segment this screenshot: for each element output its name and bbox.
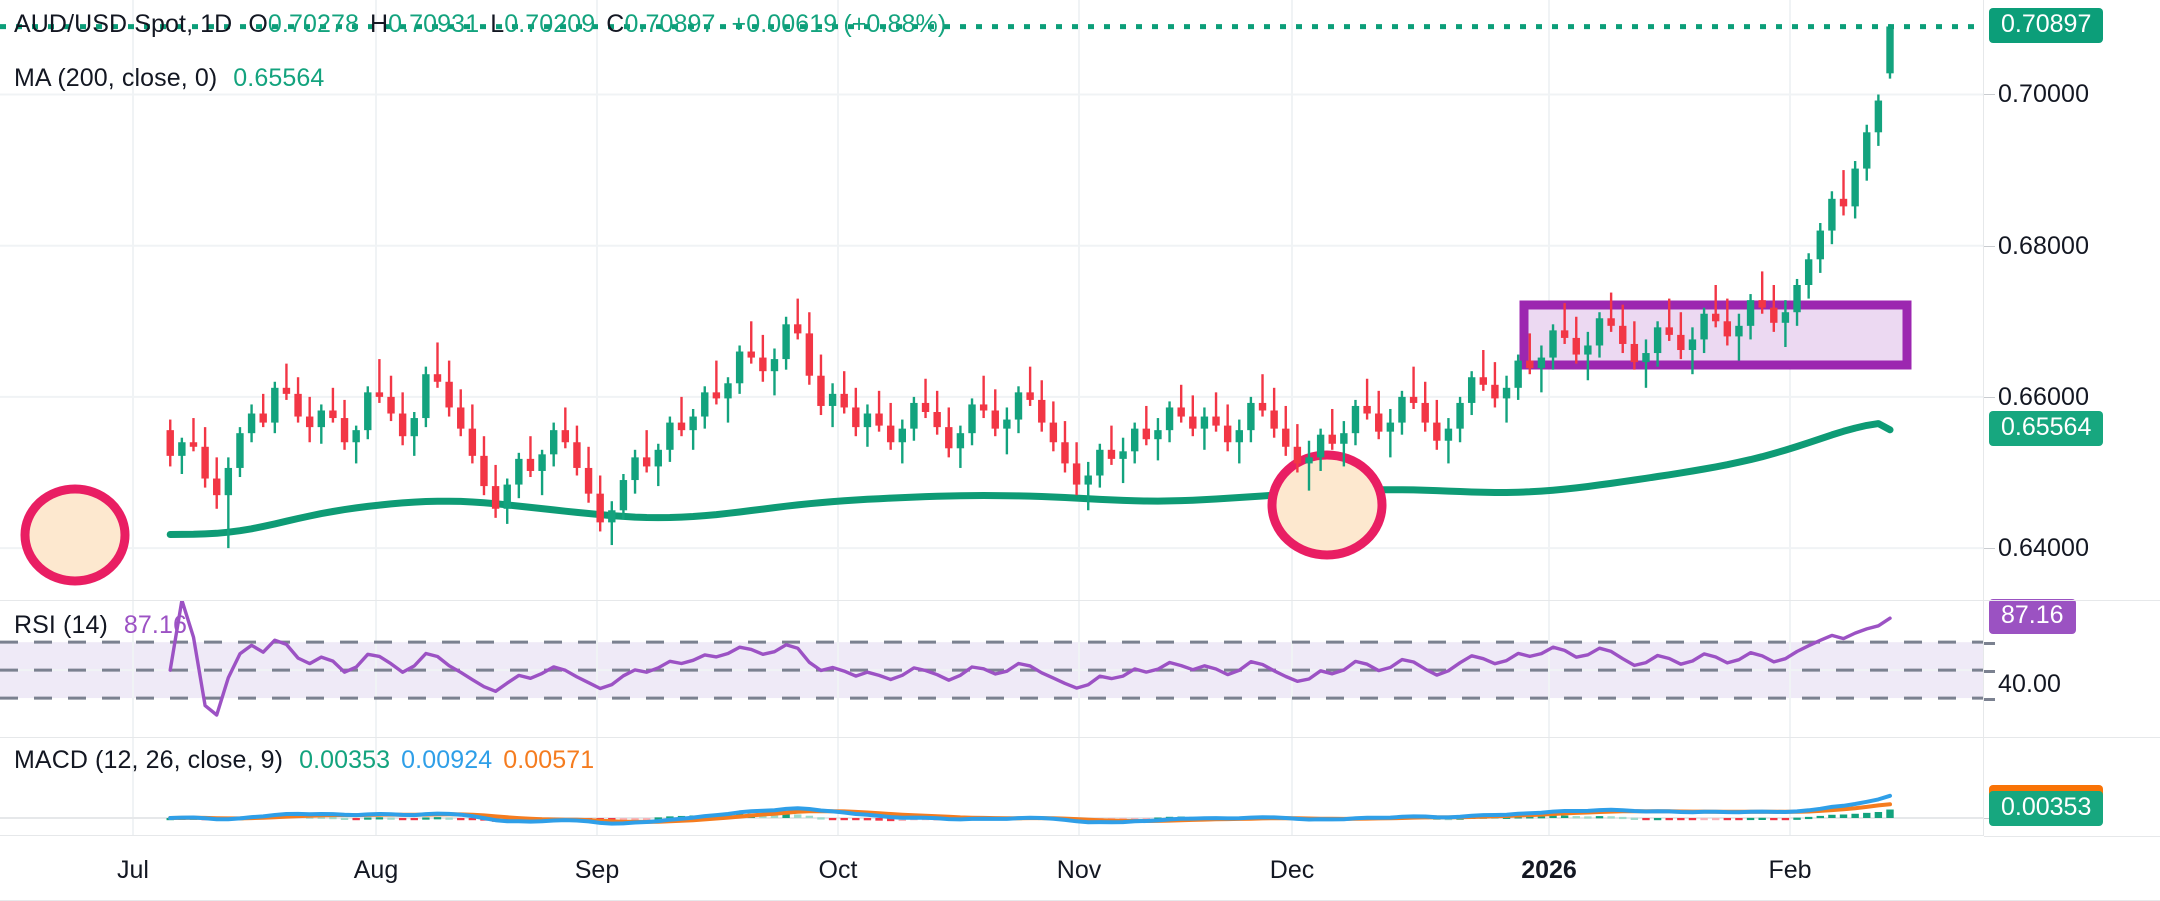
macd-legend[interactable]: MACD (12, 26, close, 9) 0.00353 0.00924 0.0… [14,748,594,773]
time-axis-label: Jul [117,856,149,884]
ohlc-high-key: H [369,10,389,38]
ohlc-open-key: O [248,10,268,38]
macd-label: MACD (12, 26, close, 9) [14,746,284,774]
time-axis-labels: Jul Aug Sep Oct Nov Dec 2026 Feb [0,836,1983,901]
axis-separator [1984,737,2160,738]
axis-tick-mark [1984,245,1995,247]
ohlc-low-key: L [490,10,505,38]
symbol-legend[interactable]: AUD/USD Spot, 1D O0.70278 H0.70931 L0.70209… [14,12,946,37]
rsi-value-badge[interactable]: 87.16 [1989,599,2076,635]
axis-separator [1984,836,2160,837]
macd-signal-value: 0.00571 [503,746,595,774]
macd-time-separator [0,835,2160,836]
rsi-axis-tick: 40.00 [1998,670,2062,699]
price-axis-tick: 0.64000 [1998,534,2090,563]
axis-tick-mark [1984,548,1995,550]
axis-tick-mark [1984,396,1995,398]
ohlc-open-value: 0.70278 [267,10,359,38]
ohlc-close-value: 0.70897 [624,10,716,38]
time-axis-label: Dec [1269,856,1315,884]
time-axis[interactable]: Jul Aug Sep Oct Nov Dec 2026 Feb [0,836,2160,901]
rsi-label: RSI (14) [14,611,108,639]
ohlc-low-value: 0.70209 [504,10,596,38]
rsi-level-mark [1984,642,1995,646]
rsi-canvas [0,601,1983,738]
time-axis-label: 2026 [1521,856,1577,884]
ma-label: MA (200, close, 0) [14,64,218,92]
last-price-badge[interactable]: 0.70897 [1989,7,2104,43]
change-absolute: +0.00619 [731,10,838,38]
macd-panel[interactable]: MACD (12, 26, close, 9) 0.00353 0.00924 0.0… [0,738,2160,836]
symbol-title: AUD/USD Spot, 1D [14,10,233,38]
time-axis-label: Sep [574,856,620,884]
rsi-panel[interactable]: RSI (14) 87.16 [0,601,2160,738]
change-percent: (+0.88%) [843,10,947,38]
value-axis[interactable]: 0.70000 0.68000 0.66000 0.64000 0.70897 0.655… [1983,0,2160,837]
axis-tick-mark [1984,94,1995,96]
time-axis-label: Feb [1768,856,1812,884]
ma-value: 0.65564 [233,64,325,92]
macd-hist-badge[interactable]: 0.00353 [1989,790,2104,826]
rsi-legend[interactable]: RSI (14) 87.16 [14,613,187,638]
rsi-plot-area[interactable] [0,601,1983,738]
macd-hist-value: 0.00353 [299,746,391,774]
ma-price-badge[interactable]: 0.65564 [1989,410,2104,446]
time-axis-label: Oct [818,856,858,884]
price-panel[interactable]: AUD/USD Spot, 1D O0.70278 H0.70931 L0.70209… [0,0,2160,601]
price-plot-area[interactable] [0,0,1983,601]
time-axis-label: Nov [1056,856,1102,884]
macd-canvas [0,738,1983,836]
price-rsi-separator [0,600,2160,601]
price-axis-tick: 0.68000 [1998,231,2090,260]
time-axis-label: Aug [353,856,399,884]
ma-legend[interactable]: MA (200, close, 0) 0.65564 [14,66,324,91]
rsi-macd-separator [0,737,2160,738]
rsi-level-mark [1984,698,1995,702]
price-axis-tick: 0.66000 [1998,382,2090,411]
candlestick-canvas [0,0,1983,601]
ohlc-high-value: 0.70931 [388,10,480,38]
price-axis-tick: 0.70000 [1998,80,2090,109]
rsi-value: 87.16 [123,611,187,639]
macd-plot-area[interactable] [0,738,1983,836]
macd-line-value: 0.00924 [401,746,493,774]
axis-separator [1984,600,2160,601]
rsi-level-mark [1984,670,1995,674]
ohlc-close-key: C [606,10,625,38]
